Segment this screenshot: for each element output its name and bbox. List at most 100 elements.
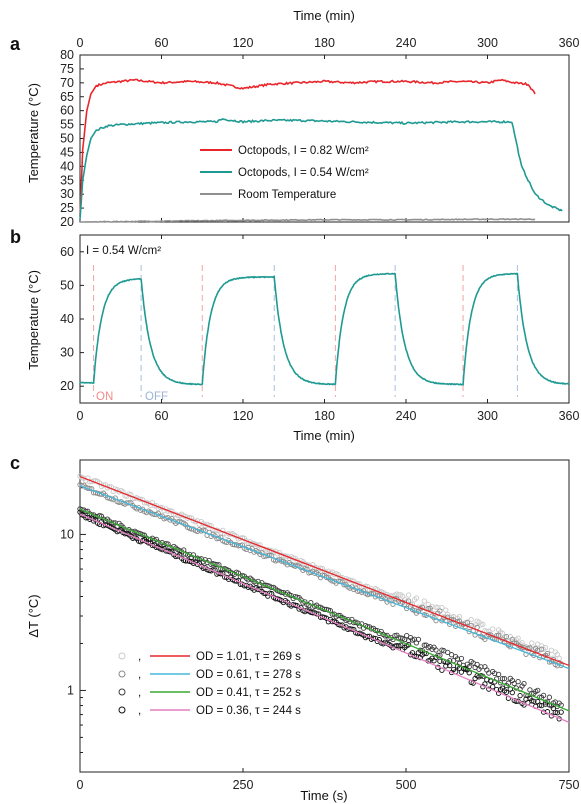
panel-c-point xyxy=(423,612,429,618)
panel-a-xtick-label-2: 120 xyxy=(233,36,254,50)
panel-a-series-2 xyxy=(80,217,536,223)
panel-b-series-curve xyxy=(79,272,570,386)
panel-b-ticks: 0 60 120 180 240 300 360 20 30 40 50 60 xyxy=(60,235,579,423)
panel-a-ytick-label-9: 65 xyxy=(60,90,74,104)
panel-c-legend-label-1: OD = 0.61, τ = 278 s xyxy=(196,669,301,681)
panel-c-point xyxy=(546,694,553,700)
panel-c-point xyxy=(405,592,412,598)
panel-c-point xyxy=(538,646,545,652)
panel-c-ylabel: ΔT (°C) xyxy=(26,594,41,637)
panel-c-xtick-label-1: 250 xyxy=(233,778,254,792)
panel-c-point xyxy=(366,591,373,597)
panel-b-series xyxy=(79,272,570,386)
panel-a-legend-label-2: Room Temperature xyxy=(238,189,336,201)
panel-a-ytick-label-10: 70 xyxy=(60,76,74,90)
panel-c-point xyxy=(499,675,506,682)
panel-a-ytick-label-4: 40 xyxy=(60,159,74,173)
panel-a: a Time (min) Temperature (°C) 0 60 120 180 2… xyxy=(10,8,579,229)
panel-a-legend-label-0: Octopods, I = 0.82 W/cm² xyxy=(238,145,369,157)
panel-c-point xyxy=(464,619,470,626)
panel-b-ytick-label-4: 60 xyxy=(60,245,74,259)
panel-c-point xyxy=(490,626,496,632)
panel-c-point xyxy=(458,621,465,627)
panel-c-ytick-label-0: 1 xyxy=(67,683,74,697)
panel-c-legend-comma-2: , xyxy=(138,687,141,699)
panel-c-legend-comma-1: , xyxy=(138,669,141,681)
panel-b-xtick-label-1: 60 xyxy=(155,409,169,423)
panel-b-on-label: ON xyxy=(96,391,113,403)
panel-c-xtick-label-2: 500 xyxy=(396,778,417,792)
panel-b-xtick-label-5: 300 xyxy=(477,409,498,423)
panel-a-series-1 xyxy=(79,118,563,220)
panel-a-ytick-label-6: 50 xyxy=(60,132,74,146)
panel-b-xtick-label-2: 120 xyxy=(233,409,254,423)
panel-a-ytick-label-2: 30 xyxy=(60,187,74,201)
panel-c-series-markers-3 xyxy=(77,509,564,722)
panel-b-frame xyxy=(79,234,570,404)
panel-a-ytick-label-1: 25 xyxy=(60,201,74,215)
panel-c-point xyxy=(427,605,433,611)
panel-c-legend-label-3: OD = 0.36, τ = 244 s xyxy=(196,705,301,717)
panel-c-xtick-label-3: 750 xyxy=(559,778,580,792)
panel-c-legend: , OD = 1.01, τ = 269 s, OD = 0.61, τ = 278… xyxy=(118,651,301,717)
panel-a-xtick-label-6: 360 xyxy=(559,36,580,50)
panel-c: c ΔT (°C) 0 250 500 750 1 10 , OD = 1.01, τ = … xyxy=(10,453,579,803)
panel-b-ytick-label-2: 40 xyxy=(60,312,74,326)
panel-c-point xyxy=(540,692,547,699)
panel-b-xtick-label-6: 360 xyxy=(559,409,580,423)
panel-c-point xyxy=(454,656,461,662)
panel-c-point xyxy=(515,678,521,685)
panel-b-ytick-label-0: 20 xyxy=(60,379,74,393)
panel-a-ylabel: Temperature (°C) xyxy=(26,83,41,183)
panel-c-point xyxy=(110,520,116,526)
panel-label-c: c xyxy=(10,453,20,473)
panel-c-point xyxy=(83,508,89,515)
panel-c-point xyxy=(421,642,427,648)
panel-b-xtick-label-4: 240 xyxy=(396,409,417,423)
panel-b-ytick-label-3: 50 xyxy=(60,278,74,292)
panel-a-top-xlabel: Time (min) xyxy=(293,8,355,23)
panel-c-point xyxy=(501,675,508,682)
panel-c-point xyxy=(480,621,486,627)
panel-c-point xyxy=(486,631,492,638)
panel-c-point xyxy=(452,623,459,629)
panel-c-legend-comma-3: , xyxy=(138,705,141,717)
panel-c-point xyxy=(405,642,412,648)
panel-c-fit-line-1 xyxy=(79,485,570,670)
panel-a-xtick-label-1: 60 xyxy=(155,36,169,50)
panel-b-ytick-label-1: 30 xyxy=(60,346,74,360)
panel-a-series-0 xyxy=(79,78,536,217)
panel-b-intensity-annotation: I = 0.54 W/cm² xyxy=(86,245,161,257)
panel-a-ytick-label-12: 80 xyxy=(60,48,74,62)
panel-b-xtick-label-3: 180 xyxy=(314,409,335,423)
panel-a-xtick-label-3: 180 xyxy=(314,36,335,50)
panel-c-point xyxy=(415,650,422,656)
panel-c-point xyxy=(503,633,510,640)
panel-c-point xyxy=(437,658,443,664)
panel-c-xtick-label-0: 0 xyxy=(77,778,84,792)
panel-a-legend: Octopods, I = 0.82 W/cm² Octopods, I = 0.… xyxy=(200,145,369,201)
panel-c-point xyxy=(468,616,474,623)
panel-c-point xyxy=(521,680,527,687)
panel-a-xtick-label-0: 0 xyxy=(77,36,84,50)
panel-c-point xyxy=(495,632,502,638)
panel-c-point xyxy=(558,709,564,715)
panel-a-ytick-label-8: 60 xyxy=(60,104,74,118)
panel-c-point xyxy=(443,607,449,613)
panel-c-point xyxy=(509,689,515,696)
panel-a-ticks: 0 60 120 180 240 300 3602025303540455055606570… xyxy=(60,36,579,229)
panel-a-series xyxy=(79,78,563,223)
panel-c-point xyxy=(398,642,404,648)
panel-c-point xyxy=(531,698,537,704)
panel-a-legend-label-1: Octopods, I = 0.54 W/cm² xyxy=(238,167,369,179)
panel-c-legend-marker-3 xyxy=(118,706,126,714)
panel-b-ylabel: Temperature (°C) xyxy=(26,270,41,370)
panel-c-point xyxy=(445,611,451,618)
panel-c-point xyxy=(392,632,398,639)
panel-c-point xyxy=(497,680,504,686)
panel-c-fit-line-2 xyxy=(79,508,570,712)
panel-c-point xyxy=(535,687,541,694)
panel-a-ytick-label-7: 55 xyxy=(60,118,74,132)
panel-label-a: a xyxy=(10,34,21,54)
